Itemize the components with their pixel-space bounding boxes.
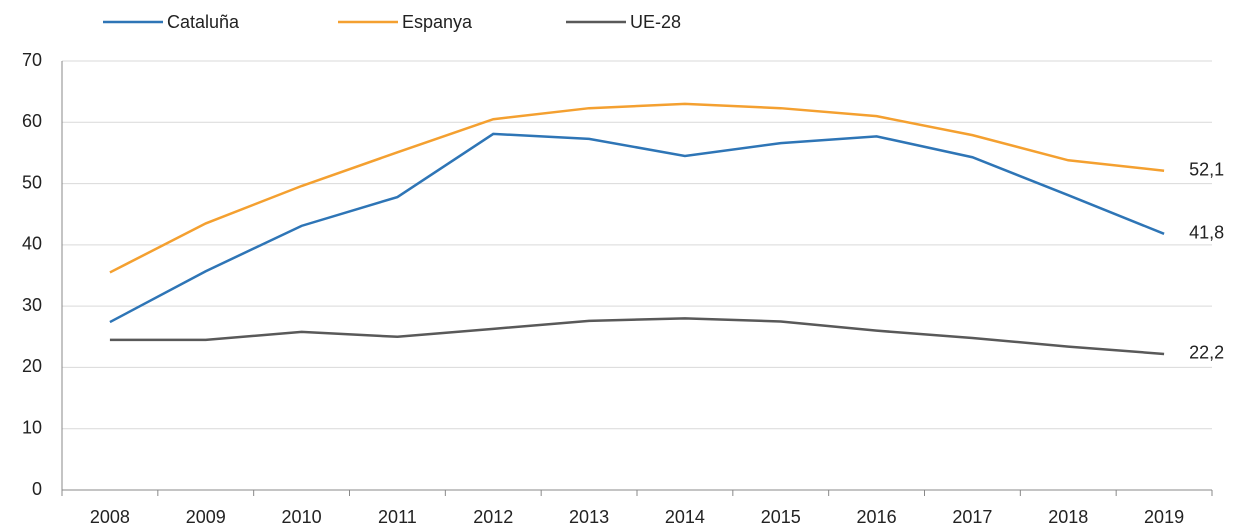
y-tick-label: 0 (32, 479, 42, 499)
y-tick-label: 10 (22, 417, 42, 437)
x-tick-label: 2016 (857, 507, 897, 525)
x-tick-label: 2013 (569, 507, 609, 525)
data-label: 41,8 (1189, 223, 1224, 243)
legend-label: Cataluña (167, 12, 240, 32)
series-line (109, 102, 1165, 274)
x-tick-label: 2019 (1144, 507, 1184, 525)
x-tick-label: 2009 (186, 507, 226, 525)
y-tick-label: 20 (22, 356, 42, 376)
x-tick-label: 2011 (378, 507, 417, 525)
legend-label: UE-28 (630, 12, 681, 32)
x-tick-label: 2017 (952, 507, 992, 525)
data-label: 52,1 (1189, 159, 1224, 179)
x-tick-label: 2010 (282, 507, 322, 525)
y-tick-label: 50 (22, 172, 42, 192)
x-tick-label: 2015 (761, 507, 801, 525)
data-label: 22,2 (1189, 343, 1224, 363)
y-tick-label: 40 (22, 234, 42, 254)
x-tick-label: 2008 (90, 507, 130, 525)
y-tick-label: 30 (22, 295, 42, 315)
y-tick-label: 60 (22, 111, 42, 131)
x-tick-label: 2018 (1048, 507, 1088, 525)
x-tick-label: 2014 (665, 507, 705, 525)
y-tick-label: 70 (22, 50, 42, 70)
legend-label: Espanya (402, 12, 473, 32)
series-line (109, 132, 1165, 324)
series-line (109, 317, 1165, 356)
x-tick-label: 2012 (473, 507, 513, 525)
